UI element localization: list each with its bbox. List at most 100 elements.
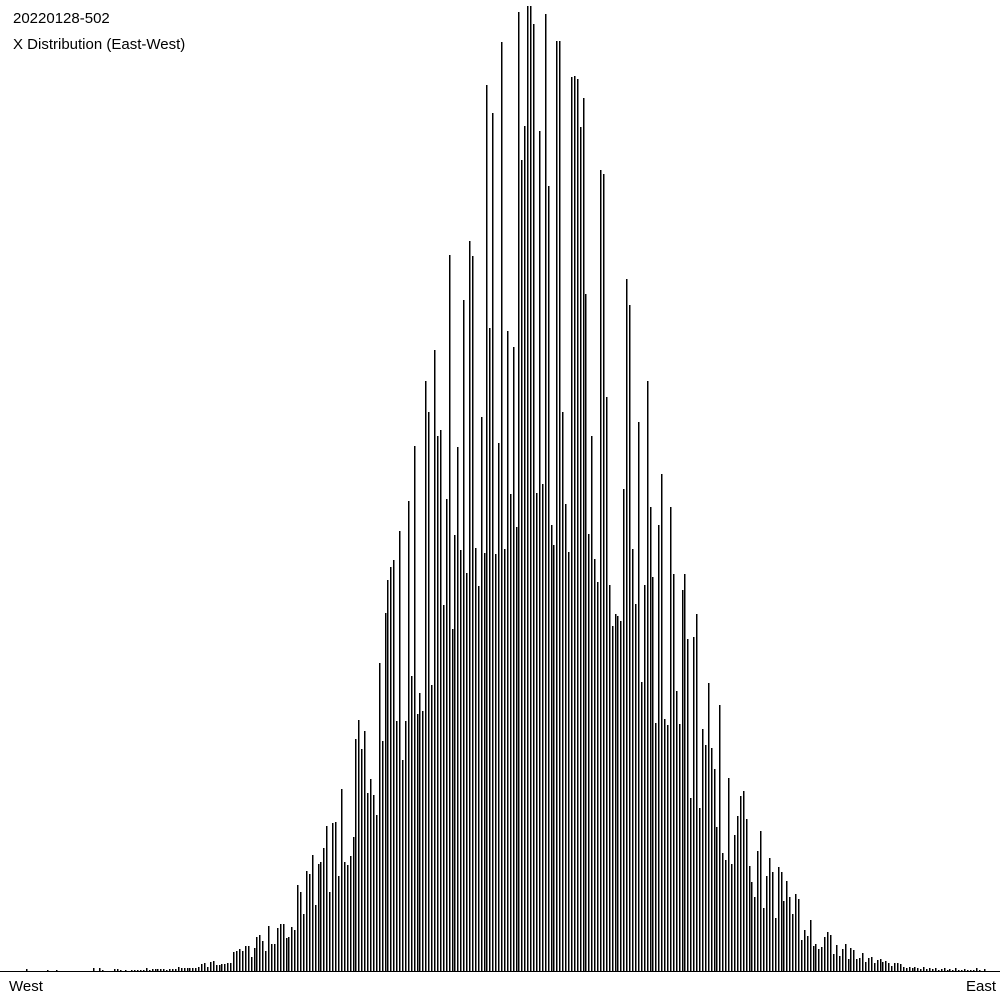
histogram-bar [830,935,832,971]
histogram-bar [373,795,375,971]
histogram-bar [789,897,791,971]
histogram-bar [906,968,908,971]
histogram-bar [539,131,541,971]
histogram-bar [486,85,488,971]
histogram-bar [265,951,267,971]
histogram-bar [801,940,803,971]
histogram-bar [402,760,404,971]
chart-subtitle: X Distribution (East-West) [13,36,186,53]
histogram-bar [387,580,389,971]
histogram-bar [917,968,919,971]
histogram-bar [221,964,223,971]
histogram-bar [580,127,582,971]
histogram-bar [213,961,215,971]
histogram-bar [320,862,322,971]
histogram-bar [749,866,751,971]
histogram-bar [513,347,515,971]
histogram-bar [134,970,136,971]
histogram-bar [291,927,293,971]
histogram-bar [690,798,692,971]
histogram-bar [230,963,232,971]
histogram-bar [431,685,433,971]
histogram-bar [821,947,823,971]
histogram-bar [591,436,593,971]
histogram-bar [664,719,666,971]
histogram-bar [300,892,302,971]
histogram-bar [585,294,587,971]
histogram-bar [350,856,352,971]
histogram-bar [102,970,104,971]
histogram-bar [545,14,547,971]
histogram-bar [396,721,398,971]
histogram-bar [714,769,716,971]
histogram-bar [26,969,28,971]
histogram-bar [571,77,573,971]
histogram-bar [198,967,200,971]
histogram-bar [932,969,934,971]
histogram-bar [638,422,640,971]
histogram-bar [160,969,162,971]
histogram-bar [588,534,590,971]
histogram-bar [434,350,436,971]
histogram-bar [155,969,157,971]
histogram-bar [309,874,311,971]
histogram-bar [326,826,328,971]
histogram-bar [804,930,806,971]
histogram-bar [163,969,165,971]
histogram-bar [184,968,186,971]
histogram-bar [248,946,250,971]
histogram-bar [463,300,465,971]
histogram-bar [568,552,570,971]
histogram-bar [772,872,774,971]
histogram-bar [880,959,882,971]
histogram-bar [702,729,704,971]
histogram-bar [204,963,206,971]
histogram-bar [457,447,459,971]
histogram-bar [757,851,759,971]
histogram-bar [760,831,762,971]
histogram-bar [149,970,151,971]
histogram-bar [673,574,675,971]
histogram-bar [658,525,660,971]
histogram-bar [484,553,486,971]
histogram-bar [708,683,710,971]
histogram-bar [850,948,852,971]
histogram-bar [862,953,864,971]
histogram-bar [687,639,689,971]
histogram-bar [693,637,695,971]
chart-id-title: 20220128-502 [13,10,110,27]
histogram-bar [236,951,238,971]
histogram-bar [344,862,346,971]
axis-label-east: East [965,978,996,995]
histogram-bar [347,865,349,971]
histogram-bar [157,969,159,971]
histogram-bar [853,950,855,971]
histogram-bar [495,554,497,971]
histogram-bar [856,959,858,971]
histogram-bar [865,962,867,971]
histogram-bar [361,749,363,971]
histogram-bar [725,860,727,971]
histogram-bar [288,937,290,971]
histogram-bar [370,779,372,971]
histogram-bar [189,968,191,971]
histogram-bar [530,6,532,971]
histogram-bar [623,489,625,971]
histogram-bar [679,724,681,971]
histogram-bar [888,963,890,971]
histogram-bar [740,796,742,971]
histogram-bar [670,507,672,971]
histogram-bar [446,499,448,971]
histogram-bar [973,970,975,971]
histogram-bar [405,721,407,971]
histogram-bar [711,748,713,971]
histogram-bar [970,970,972,971]
histogram-bar [408,501,410,971]
histogram-bar [952,970,954,971]
histogram-bar [751,882,753,971]
histogram-bar [792,914,794,971]
histogram-bar [612,626,614,971]
histogram-bar [900,964,902,971]
histogram-bar [719,705,721,971]
